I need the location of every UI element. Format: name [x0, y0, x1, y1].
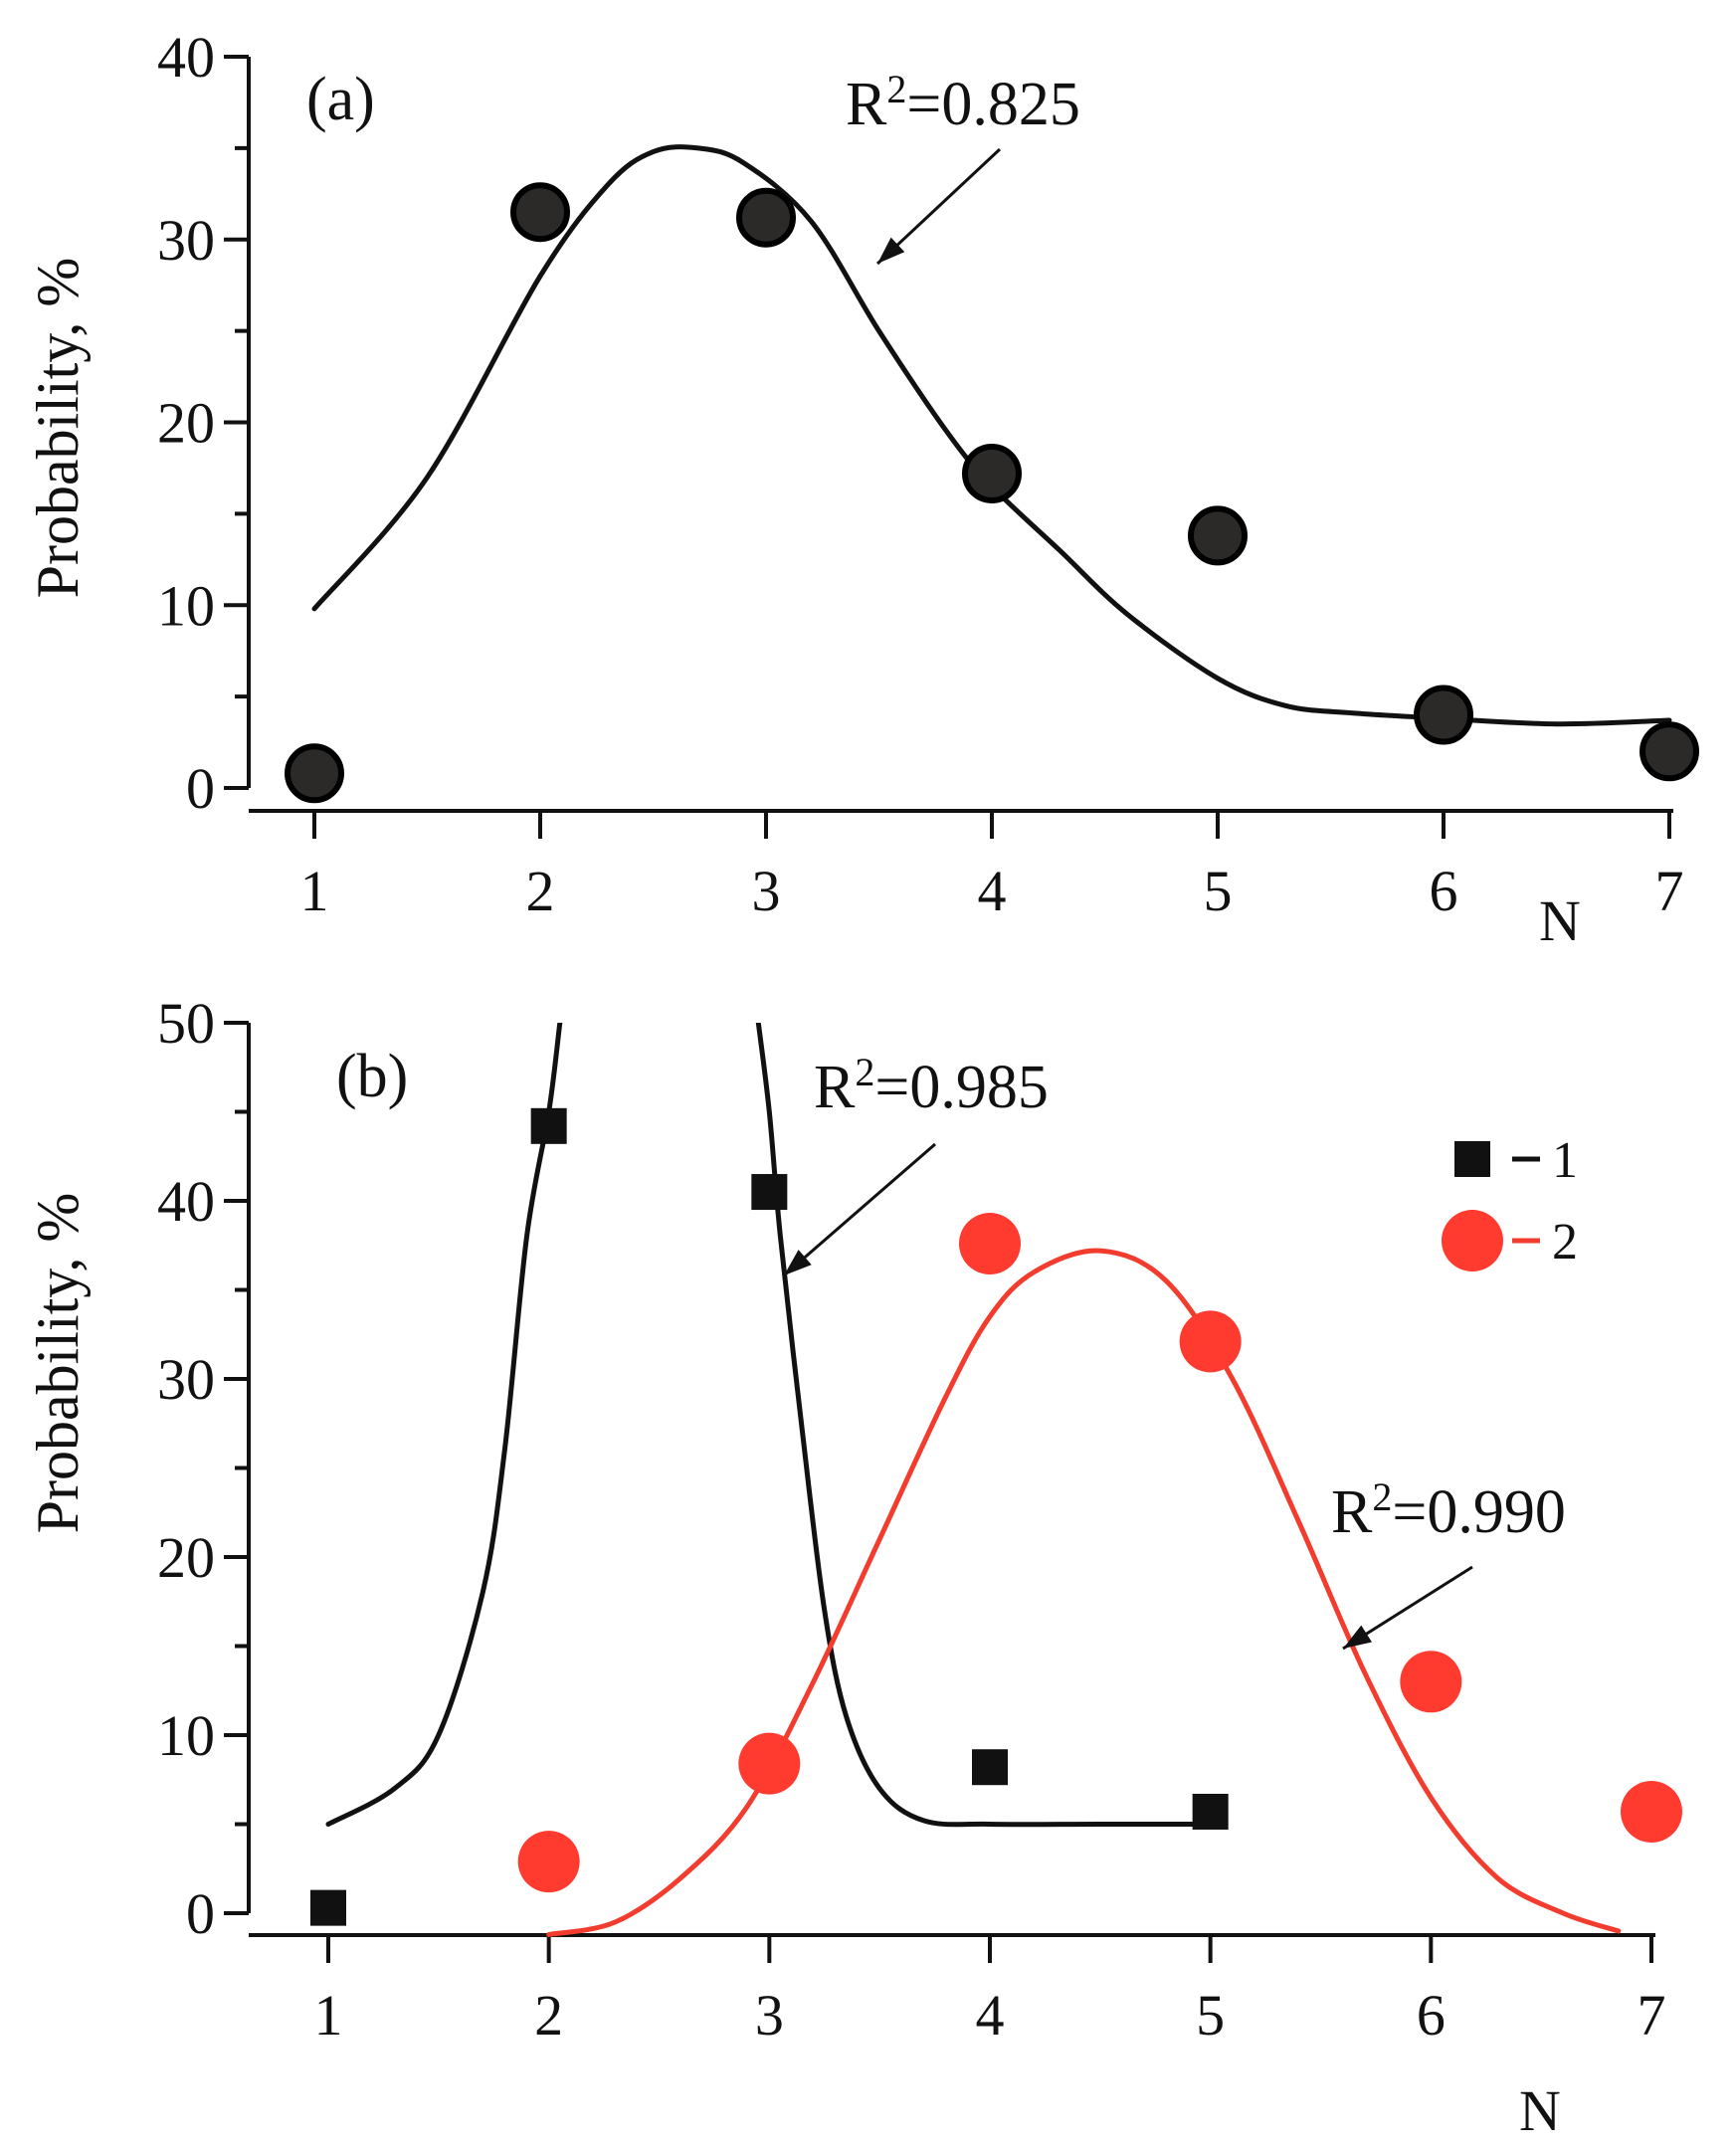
- x-tick-label: 5: [1196, 1983, 1225, 2048]
- data-point-2: [1400, 1651, 1462, 1713]
- x-tick-label: 5: [1204, 859, 1233, 923]
- superscript: 2: [855, 1050, 874, 1094]
- x-tick-label: 1: [314, 1983, 343, 2048]
- data-point-data: [1188, 505, 1248, 566]
- legend-marker-circle: [1442, 1210, 1503, 1271]
- x-tick-label: 6: [1417, 1983, 1446, 2048]
- x-tick-label: 4: [978, 859, 1007, 923]
- x-tick-label: 2: [526, 859, 555, 923]
- legend-label: 2: [1552, 1214, 1578, 1270]
- annotation-arrow-head: [877, 237, 905, 264]
- data-point-series-1: [1192, 1793, 1229, 1830]
- y-tick-label: 0: [186, 756, 215, 821]
- y-tick-label: 20: [157, 391, 215, 456]
- r-squared-annotation: R2=0.985: [814, 1050, 1049, 1121]
- x-tick-label: 7: [1638, 1983, 1666, 2048]
- x-tick-label: 3: [755, 1983, 784, 2048]
- data-point-data: [962, 443, 1022, 503]
- superscript: 2: [1372, 1474, 1392, 1519]
- panel-label: (b): [336, 1043, 408, 1110]
- y-tick-label: 40: [157, 25, 215, 90]
- annotation-arrow-shaft: [875, 147, 1002, 266]
- data-point-data: [736, 187, 796, 248]
- data-point-data: [1414, 684, 1473, 745]
- y-tick-label: 30: [157, 208, 215, 273]
- data-point-series-1: [530, 1107, 567, 1144]
- fit-curve-fit: [311, 144, 1672, 727]
- r-squared-annotation: R2=0.825: [846, 67, 1080, 138]
- panel-a: 0 10 20 30 40 1 2 3 4 5 6 7 N Probability, % (a) R2=0.8…: [25, 25, 1699, 953]
- legend-label: 1: [1552, 1132, 1578, 1189]
- fit-curve-2-fit: [546, 1248, 1622, 1937]
- annotation-arrow-shaft: [783, 1142, 936, 1277]
- y-tick-label: 0: [186, 1881, 215, 1946]
- data-point-data: [285, 743, 344, 804]
- y-tick-label: 10: [157, 573, 215, 638]
- data-point-data: [1640, 721, 1699, 782]
- data-point-series-1: [310, 1889, 346, 1926]
- x-tick-label: 7: [1655, 859, 1684, 923]
- data-point-2: [517, 1831, 580, 1893]
- legend-marker-square: [1454, 1141, 1490, 1177]
- annotation-value: =0.985: [874, 1054, 1048, 1121]
- y-tick-label: 10: [157, 1703, 215, 1768]
- data-point-2: [1179, 1310, 1242, 1373]
- annotation-value: =0.825: [906, 71, 1079, 138]
- y-tick-label: 50: [157, 991, 215, 1056]
- y-axis-title: Probability, %: [25, 1193, 91, 1534]
- annotation-arrow-head: [1343, 1625, 1372, 1649]
- fit-curve-1-fit: [325, 1023, 563, 1827]
- data-point-series-1: [972, 1749, 1008, 1786]
- x-tick-label: 4: [976, 1983, 1005, 2048]
- annotation-arrow-head: [784, 1250, 812, 1275]
- r-squared-annotation: R2=0.990: [1331, 1474, 1566, 1546]
- y-tick-label: 30: [157, 1347, 215, 1412]
- panel-label: (a): [306, 66, 375, 133]
- fit-curve-1-fit-decay-: [755, 1023, 1214, 1828]
- x-tick-label: 3: [752, 859, 781, 923]
- x-tick-label: 2: [534, 1983, 563, 2048]
- data-point-2: [1621, 1780, 1682, 1843]
- data-point-2: [959, 1212, 1021, 1274]
- data-point-2: [738, 1732, 801, 1795]
- y-tick-label: 20: [157, 1525, 215, 1590]
- y-axis-title: Probability, %: [25, 258, 91, 599]
- x-axis-title: N: [1539, 888, 1581, 953]
- x-axis-title: N: [1519, 2078, 1561, 2143]
- x-tick-label: 6: [1430, 859, 1458, 923]
- data-point-series-1: [751, 1174, 788, 1211]
- data-point-data: [510, 182, 570, 243]
- y-tick-label: 40: [157, 1169, 215, 1234]
- x-tick-label: 1: [300, 859, 329, 923]
- panel-b: 0 10 20 30 40 50 1 2 3 4 5 6 7 N Probability, % (b) R2=0…: [25, 991, 1682, 2143]
- annotation-value: =0.990: [1392, 1478, 1565, 1546]
- superscript: 2: [886, 67, 906, 111]
